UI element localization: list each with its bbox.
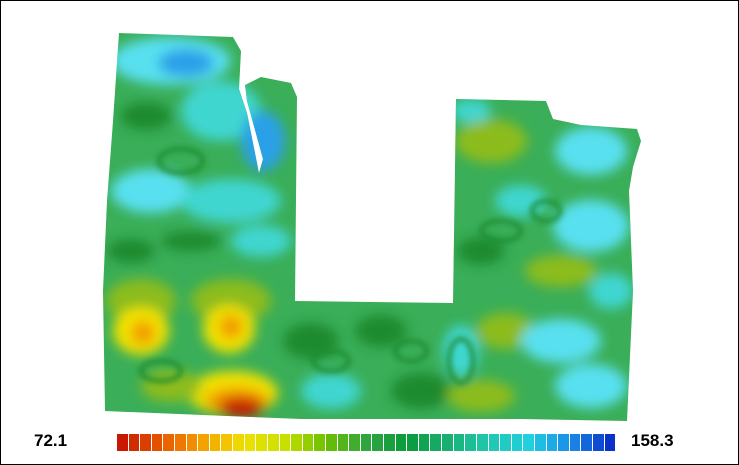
legend-swatch [534, 434, 546, 451]
legend-swatch [418, 434, 430, 451]
legend-swatch [117, 434, 128, 451]
legend-swatch [302, 434, 314, 451]
legend-swatch [558, 434, 569, 451]
legend-swatch [581, 434, 592, 451]
legend-swatch [604, 434, 616, 451]
legend-swatch [267, 434, 279, 451]
legend-swatch [442, 434, 453, 451]
legend-swatch [279, 434, 291, 451]
legend-swatch [384, 434, 395, 451]
legend-swatch [523, 434, 534, 451]
legend-swatch [500, 434, 511, 451]
legend-swatch [209, 434, 221, 451]
legend-swatch [244, 434, 256, 451]
legend-swatch [360, 434, 372, 451]
legend-swatch [372, 434, 384, 451]
legend-color-scale [117, 434, 616, 451]
legend-swatch [511, 434, 523, 451]
legend-swatch [430, 434, 442, 451]
legend-swatch [325, 434, 337, 451]
legend-swatch [198, 434, 209, 451]
legend-swatch [233, 434, 244, 451]
legend-swatch [465, 434, 476, 451]
legend-swatch [140, 434, 151, 451]
legend-swatch [453, 434, 465, 451]
legend-swatch [337, 434, 349, 451]
legend-swatch [546, 434, 558, 451]
legend-swatch [476, 434, 488, 451]
legend-swatch [163, 434, 175, 451]
legend-swatch [128, 434, 140, 451]
field-surface [103, 33, 641, 421]
legend-swatch [395, 434, 407, 451]
legend-swatch [291, 434, 302, 451]
legend-swatch [488, 434, 500, 451]
legend-swatch [186, 434, 198, 451]
legend-swatch [175, 434, 186, 451]
legend-swatch [221, 434, 233, 451]
legend-swatch [592, 434, 604, 451]
legend-swatch [349, 434, 360, 451]
legend-swatch [314, 434, 325, 451]
legend-swatch [407, 434, 418, 451]
legend-min-label: 72.1 [34, 431, 68, 450]
legend-max-label: 158.3 [631, 431, 674, 450]
legend-swatch [256, 434, 267, 451]
field-contours [139, 147, 562, 385]
legend-swatch [569, 434, 581, 451]
legend-swatch [151, 434, 163, 451]
